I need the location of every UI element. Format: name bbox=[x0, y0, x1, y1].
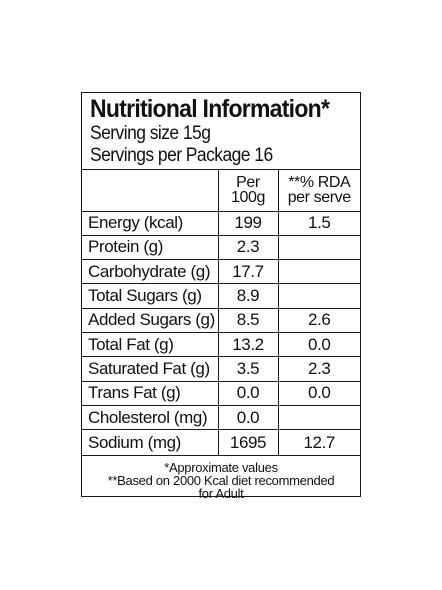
nutrient-name: Energy (kcal) bbox=[82, 211, 219, 236]
table-row: Added Sugars (g) 8.5 2.6 bbox=[82, 308, 360, 333]
per-100g-value: 0.0 bbox=[218, 405, 279, 431]
nutrient-column-header bbox=[82, 170, 219, 212]
table-row: Saturated Fat (g) 3.5 2.3 bbox=[82, 356, 360, 382]
nutrient-name: Trans Fat (g) bbox=[82, 381, 219, 406]
per-100g-value: 3.5 bbox=[218, 356, 279, 382]
label-header: Nutritional Information* Serving size 15… bbox=[82, 93, 360, 170]
table-row: Total Fat (g) 13.2 0.0 bbox=[82, 332, 360, 358]
rda-value bbox=[278, 283, 360, 309]
rda-value bbox=[278, 405, 360, 431]
nutrient-name: Total Sugars (g) bbox=[82, 283, 219, 309]
per-100g-value: 13.2 bbox=[218, 332, 279, 358]
rda-value bbox=[278, 259, 360, 285]
table-row: Protein (g) 2.3 bbox=[82, 235, 360, 261]
nutrient-name: Protein (g) bbox=[82, 235, 219, 261]
table-row: Total Sugars (g) 8.9 bbox=[82, 283, 360, 309]
per-100g-header: Per 100g bbox=[218, 170, 279, 212]
servings-per-package: Servings per Package 16 bbox=[90, 145, 273, 166]
nutrient-name: Added Sugars (g) bbox=[82, 308, 219, 333]
table-row: Cholesterol (mg) 0.0 bbox=[82, 405, 360, 431]
rda-value: 12.7 bbox=[278, 429, 360, 457]
footnote-rda-line2: for Adult bbox=[198, 486, 244, 502]
nutrient-name: Cholesterol (mg) bbox=[82, 405, 219, 431]
label-title: Nutritional Information* bbox=[90, 95, 330, 123]
serving-size: Serving size 15g bbox=[90, 123, 211, 144]
rda-header-line2: per serve bbox=[287, 189, 352, 207]
table-row: Sodium (mg) 1695 12.7 bbox=[82, 429, 360, 457]
nutrient-name: Carbohydrate (g) bbox=[82, 259, 219, 285]
per-100g-value: 0.0 bbox=[218, 381, 279, 406]
rda-value bbox=[278, 235, 360, 261]
per-100g-header-line2: 100g bbox=[231, 189, 265, 207]
rda-header-line1: **% RDA bbox=[288, 174, 351, 192]
nutrition-table: Per 100g **% RDA per serve Energy (kcal)… bbox=[82, 170, 360, 457]
rda-value: 2.3 bbox=[278, 356, 360, 382]
per-100g-value: 17.7 bbox=[218, 259, 279, 285]
table-row: Trans Fat (g) 0.0 0.0 bbox=[82, 381, 360, 406]
column-header-row: Per 100g **% RDA per serve bbox=[82, 170, 360, 212]
footnote-approximate: *Approximate values bbox=[164, 460, 278, 476]
per-100g-value: 2.3 bbox=[218, 235, 279, 261]
per-100g-value: 8.9 bbox=[218, 283, 279, 309]
table-row: Energy (kcal) 199 1.5 bbox=[82, 211, 360, 236]
per-100g-header-line1: Per bbox=[236, 174, 260, 192]
footnote-rda-line1: **Based on 2000 Kcal diet recommended bbox=[107, 473, 335, 489]
rda-value: 1.5 bbox=[278, 211, 360, 236]
footnotes: *Approximate values **Based on 2000 Kcal… bbox=[82, 456, 360, 500]
per-100g-value: 199 bbox=[218, 211, 279, 236]
rda-value: 2.6 bbox=[278, 308, 360, 333]
nutrient-name: Sodium (mg) bbox=[82, 429, 219, 457]
nutrient-name: Saturated Fat (g) bbox=[82, 356, 219, 382]
nutrient-name: Total Fat (g) bbox=[82, 332, 219, 358]
rda-value: 0.0 bbox=[278, 332, 360, 358]
per-100g-value: 1695 bbox=[218, 429, 279, 457]
nutrition-label: Nutritional Information* Serving size 15… bbox=[81, 92, 361, 500]
per-100g-value: 8.5 bbox=[218, 308, 279, 333]
rda-header: **% RDA per serve bbox=[278, 170, 360, 212]
rda-value: 0.0 bbox=[278, 381, 360, 406]
table-row: Carbohydrate (g) 17.7 bbox=[82, 259, 360, 285]
